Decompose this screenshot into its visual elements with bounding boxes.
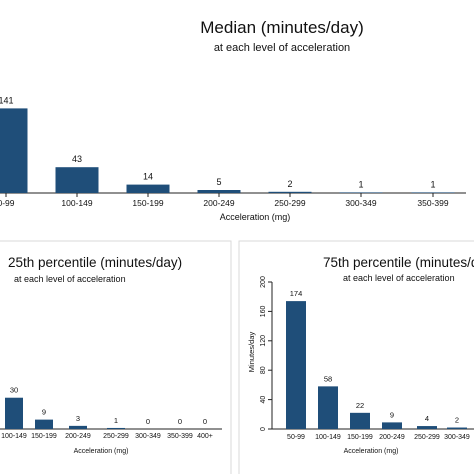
p75-bar	[447, 427, 467, 429]
p25-bar	[5, 397, 23, 429]
panel-75th-border	[238, 240, 474, 474]
p75-bar	[318, 386, 338, 429]
p75-data-label: 2	[455, 416, 459, 425]
p75-y-tick-label: 0	[260, 427, 267, 431]
p75-x-tick-label: 150-199	[347, 434, 373, 441]
median-bar	[268, 191, 312, 193]
median-x-tick-label: 250-299	[274, 198, 305, 208]
p75-chart-title: 75th percentile (minutes/day	[323, 255, 474, 270]
p75-bar	[382, 422, 402, 429]
p75-y-axis: 0 40 80 120 160 200	[260, 276, 273, 431]
p25-bars: 30 100-149 9 150-199 3 200-249 1 250-299 0 300-34…	[1, 386, 213, 440]
p75-data-label: 22	[356, 401, 364, 410]
median-data-label: 43	[72, 154, 82, 164]
p75-y-axis-title: Minutes/day	[247, 332, 256, 373]
median-x-tick-label: 300-349	[345, 198, 376, 208]
p75-data-label: 174	[290, 289, 303, 298]
p75-bars: 174 50-99 58 100-149 22 150-199 9 200-249 4 250-2…	[286, 289, 470, 441]
p25-data-label: 9	[42, 408, 46, 417]
p75-x-axis-title: Acceleration (mg)	[344, 448, 399, 455]
median-bar	[55, 167, 99, 193]
p75-data-label: 9	[390, 410, 394, 419]
p25-data-label: 0	[146, 417, 150, 426]
median-data-label: 141	[0, 95, 14, 105]
median-data-label: 1	[358, 179, 363, 189]
p25-data-label: 1	[114, 416, 118, 425]
p25-chart-subtitle: at each level of acceleration	[14, 274, 126, 284]
p75-bar	[350, 412, 370, 429]
p25-bar	[69, 425, 87, 429]
p25-x-axis-title: Acceleration (mg)	[74, 448, 129, 455]
p25-x-tick-label: 350-399	[167, 433, 193, 440]
p25-x-tick-label: 150-199	[31, 433, 57, 440]
median-x-tick-label: 0-99	[0, 198, 15, 208]
median-x-axis-title: Acceleration (mg)	[220, 212, 291, 222]
p75-y-tick-label: 80	[260, 366, 267, 374]
median-bar	[126, 184, 170, 193]
p25-bar	[107, 427, 125, 429]
median-x-tick-label: 350-399	[417, 198, 448, 208]
p75-x-tick-label: 100-149	[315, 434, 341, 441]
p25-x-tick-label: 200-249	[65, 433, 91, 440]
p25-x-tick-label: 250-299	[103, 433, 129, 440]
p75-y-tick-label: 120	[260, 335, 267, 347]
p75-data-label: 4	[425, 414, 429, 423]
p75-bar	[417, 426, 437, 429]
median-bar	[411, 192, 455, 193]
median-bar	[339, 192, 383, 193]
p75-x-tick-label: 300-349	[444, 434, 470, 441]
median-chart-title: Median (minutes/day)	[200, 18, 363, 37]
p25-x-tick-label: 300-349	[135, 433, 161, 440]
median-bar	[197, 190, 241, 193]
median-data-label: 2	[287, 179, 292, 189]
p25-bar	[35, 419, 53, 429]
p25-data-label: 30	[10, 386, 18, 395]
median-bar	[0, 108, 28, 193]
p75-y-tick-label: 200	[260, 276, 267, 288]
median-x-tick-label: 150-199	[132, 198, 163, 208]
p25-x-tick-label: 100-149	[1, 433, 27, 440]
median-data-label: 5	[216, 177, 221, 187]
p25-data-label: 3	[76, 414, 80, 423]
median-x-tick-label: 100-149	[61, 198, 92, 208]
p75-y-tick-label: 40	[260, 396, 267, 404]
p25-data-label: 0	[203, 417, 207, 426]
p75-y-tick-label: 160	[260, 305, 267, 317]
median-data-label: 1	[430, 179, 435, 189]
median-x-tick-label: 200-249	[203, 198, 234, 208]
p75-data-label: 58	[324, 374, 332, 383]
median-bars: 141 0-99 43 100-149 14 150-199 5 200-249 2 250-29…	[0, 95, 455, 208]
panel-75th-percentile: 75th percentile (minutes/day at each lev…	[238, 240, 474, 474]
p75-bar	[286, 301, 306, 429]
p75-x-tick-label: 200-249	[379, 434, 405, 441]
p75-chart-subtitle: at each level of acceleration	[343, 273, 455, 283]
p75-x-tick-label: 250-299	[414, 434, 440, 441]
panel-25th-border	[0, 240, 232, 474]
median-chart-subtitle: at each level of acceleration	[214, 42, 350, 54]
p25-x-tick-label: 400+	[197, 433, 213, 440]
p75-x-tick-label: 50-99	[287, 434, 305, 441]
panel-25th-percentile: 25th percentile (minutes/day) at each le…	[0, 240, 232, 474]
panel-median: Median (minutes/day) at each level of ac…	[0, 18, 466, 222]
median-data-label: 14	[143, 172, 153, 182]
p25-chart-title: 25th percentile (minutes/day)	[8, 255, 182, 270]
p25-data-label: 0	[178, 417, 182, 426]
